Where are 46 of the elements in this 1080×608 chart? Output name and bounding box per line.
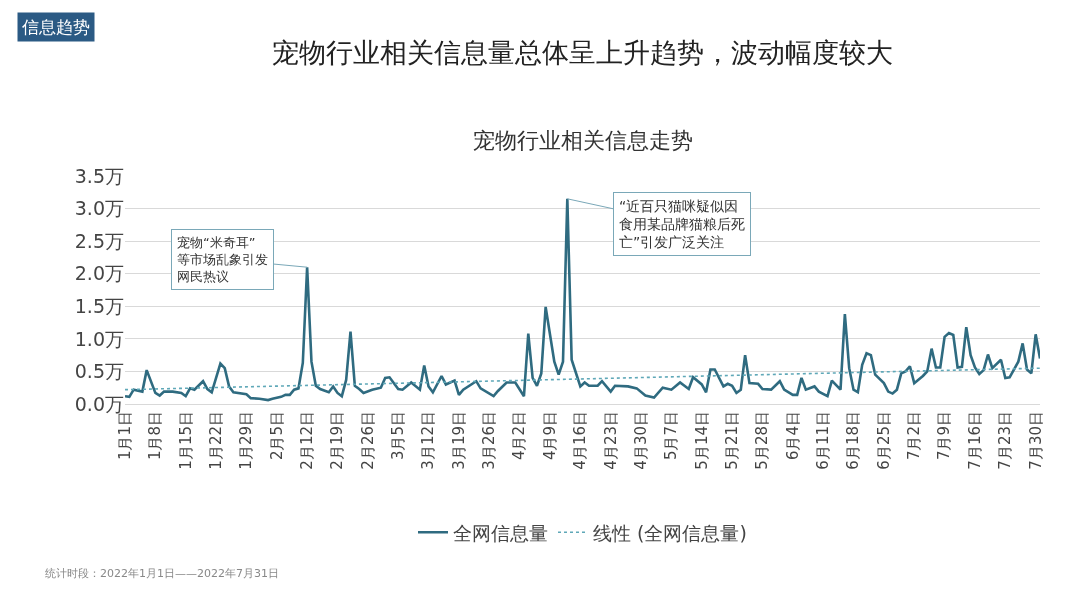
- x-tick-label: 5月28日: [753, 411, 772, 470]
- x-tick-label: 7月2日: [905, 411, 924, 461]
- x-tick-label: 7月16日: [965, 411, 984, 470]
- x-tick-label: 5月21日: [722, 411, 741, 470]
- x-tick-label: 4月16日: [571, 411, 590, 470]
- x-tick-label: 6月25日: [874, 411, 893, 470]
- legend-label: 线性 (全网信息量): [593, 521, 747, 544]
- x-tick-label: 6月18日: [844, 411, 863, 470]
- x-tick-label: 2月26日: [358, 411, 377, 470]
- x-tick-label: 1月8日: [146, 411, 165, 461]
- x-tick-label: 4月2日: [510, 411, 529, 461]
- y-tick-label: 3.5万: [74, 164, 124, 187]
- x-tick-label: 1月15日: [176, 411, 195, 470]
- x-tick-label: 4月23日: [601, 411, 620, 470]
- y-tick-label: 2.5万: [74, 229, 124, 252]
- text: 信息趋势: [22, 17, 90, 37]
- x-tick-label: 7月9日: [935, 411, 954, 461]
- x-tick-label: 2月12日: [298, 411, 317, 470]
- legend-label: 全网信息量: [453, 521, 548, 544]
- x-tick-label: 6月4日: [783, 411, 802, 461]
- x-tick-label: 3月12日: [419, 411, 438, 470]
- text: 统计时段：2022年1月1日——2022年7月31日: [45, 567, 279, 580]
- x-tick-label: 5月7日: [662, 411, 681, 461]
- chart-subtitle: 宠物行业相关信息走势: [473, 128, 693, 153]
- x-tick-label: 4月30日: [631, 411, 650, 470]
- x-tick-label: 7月23日: [996, 411, 1015, 470]
- y-tick-label: 1.0万: [74, 327, 124, 350]
- x-tick-label: 1月22日: [206, 411, 225, 470]
- x-tick-label: 4月9日: [540, 411, 559, 461]
- x-tick-label: 3月19日: [449, 411, 468, 470]
- x-tick-label: 3月26日: [480, 411, 499, 470]
- chart-title: 宠物行业相关信息量总体呈上升趋势，波动幅度较大: [272, 37, 893, 68]
- x-tick-label: 1月29日: [237, 411, 256, 470]
- x-tick-label: 2月5日: [267, 411, 286, 461]
- x-tick-label: 3月5日: [389, 411, 408, 461]
- y-tick-label: 2.0万: [74, 262, 124, 285]
- x-tick-label: 5月14日: [692, 411, 711, 470]
- y-tick-label: 1.5万: [74, 294, 124, 317]
- line-series: [125, 197, 1040, 402]
- y-tick-label: 3.0万: [74, 197, 124, 220]
- y-tick-label: 0.5万: [74, 360, 124, 383]
- annotation: 宠物“米奇耳”等市场乱象引发网民热议: [177, 235, 268, 284]
- x-tick-label: 6月11日: [814, 411, 833, 470]
- x-tick-label: 2月19日: [328, 411, 347, 470]
- x-tick-label: 7月30日: [1026, 411, 1045, 470]
- annotation: “近百只猫咪疑似因食用某品牌猫粮后死亡”引发广泛关注: [619, 198, 745, 251]
